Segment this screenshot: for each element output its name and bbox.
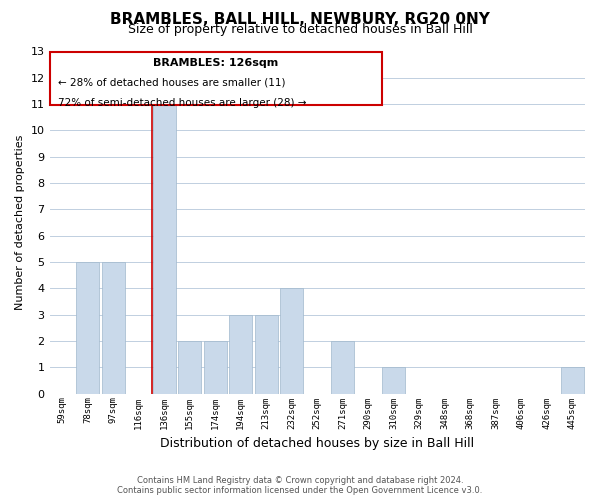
Text: Contains HM Land Registry data © Crown copyright and database right 2024.
Contai: Contains HM Land Registry data © Crown c… bbox=[118, 476, 482, 495]
Text: BRAMBLES: 126sqm: BRAMBLES: 126sqm bbox=[153, 58, 278, 68]
Bar bbox=[76, 262, 99, 394]
Bar bbox=[382, 368, 405, 394]
Text: 72% of semi-detached houses are larger (28) →: 72% of semi-detached houses are larger (… bbox=[58, 98, 306, 108]
Text: Size of property relative to detached houses in Ball Hill: Size of property relative to detached ho… bbox=[128, 22, 472, 36]
X-axis label: Distribution of detached houses by size in Ball Hill: Distribution of detached houses by size … bbox=[160, 437, 475, 450]
FancyBboxPatch shape bbox=[50, 52, 382, 104]
Bar bbox=[229, 314, 252, 394]
Bar bbox=[331, 341, 354, 394]
Bar bbox=[153, 104, 176, 394]
Text: ← 28% of detached houses are smaller (11): ← 28% of detached houses are smaller (11… bbox=[58, 77, 285, 87]
Bar bbox=[561, 368, 584, 394]
Bar bbox=[255, 314, 278, 394]
Bar bbox=[178, 341, 201, 394]
Bar bbox=[204, 341, 227, 394]
Text: BRAMBLES, BALL HILL, NEWBURY, RG20 0NY: BRAMBLES, BALL HILL, NEWBURY, RG20 0NY bbox=[110, 12, 490, 28]
Bar bbox=[102, 262, 125, 394]
Y-axis label: Number of detached properties: Number of detached properties bbox=[15, 135, 25, 310]
Bar bbox=[280, 288, 303, 394]
